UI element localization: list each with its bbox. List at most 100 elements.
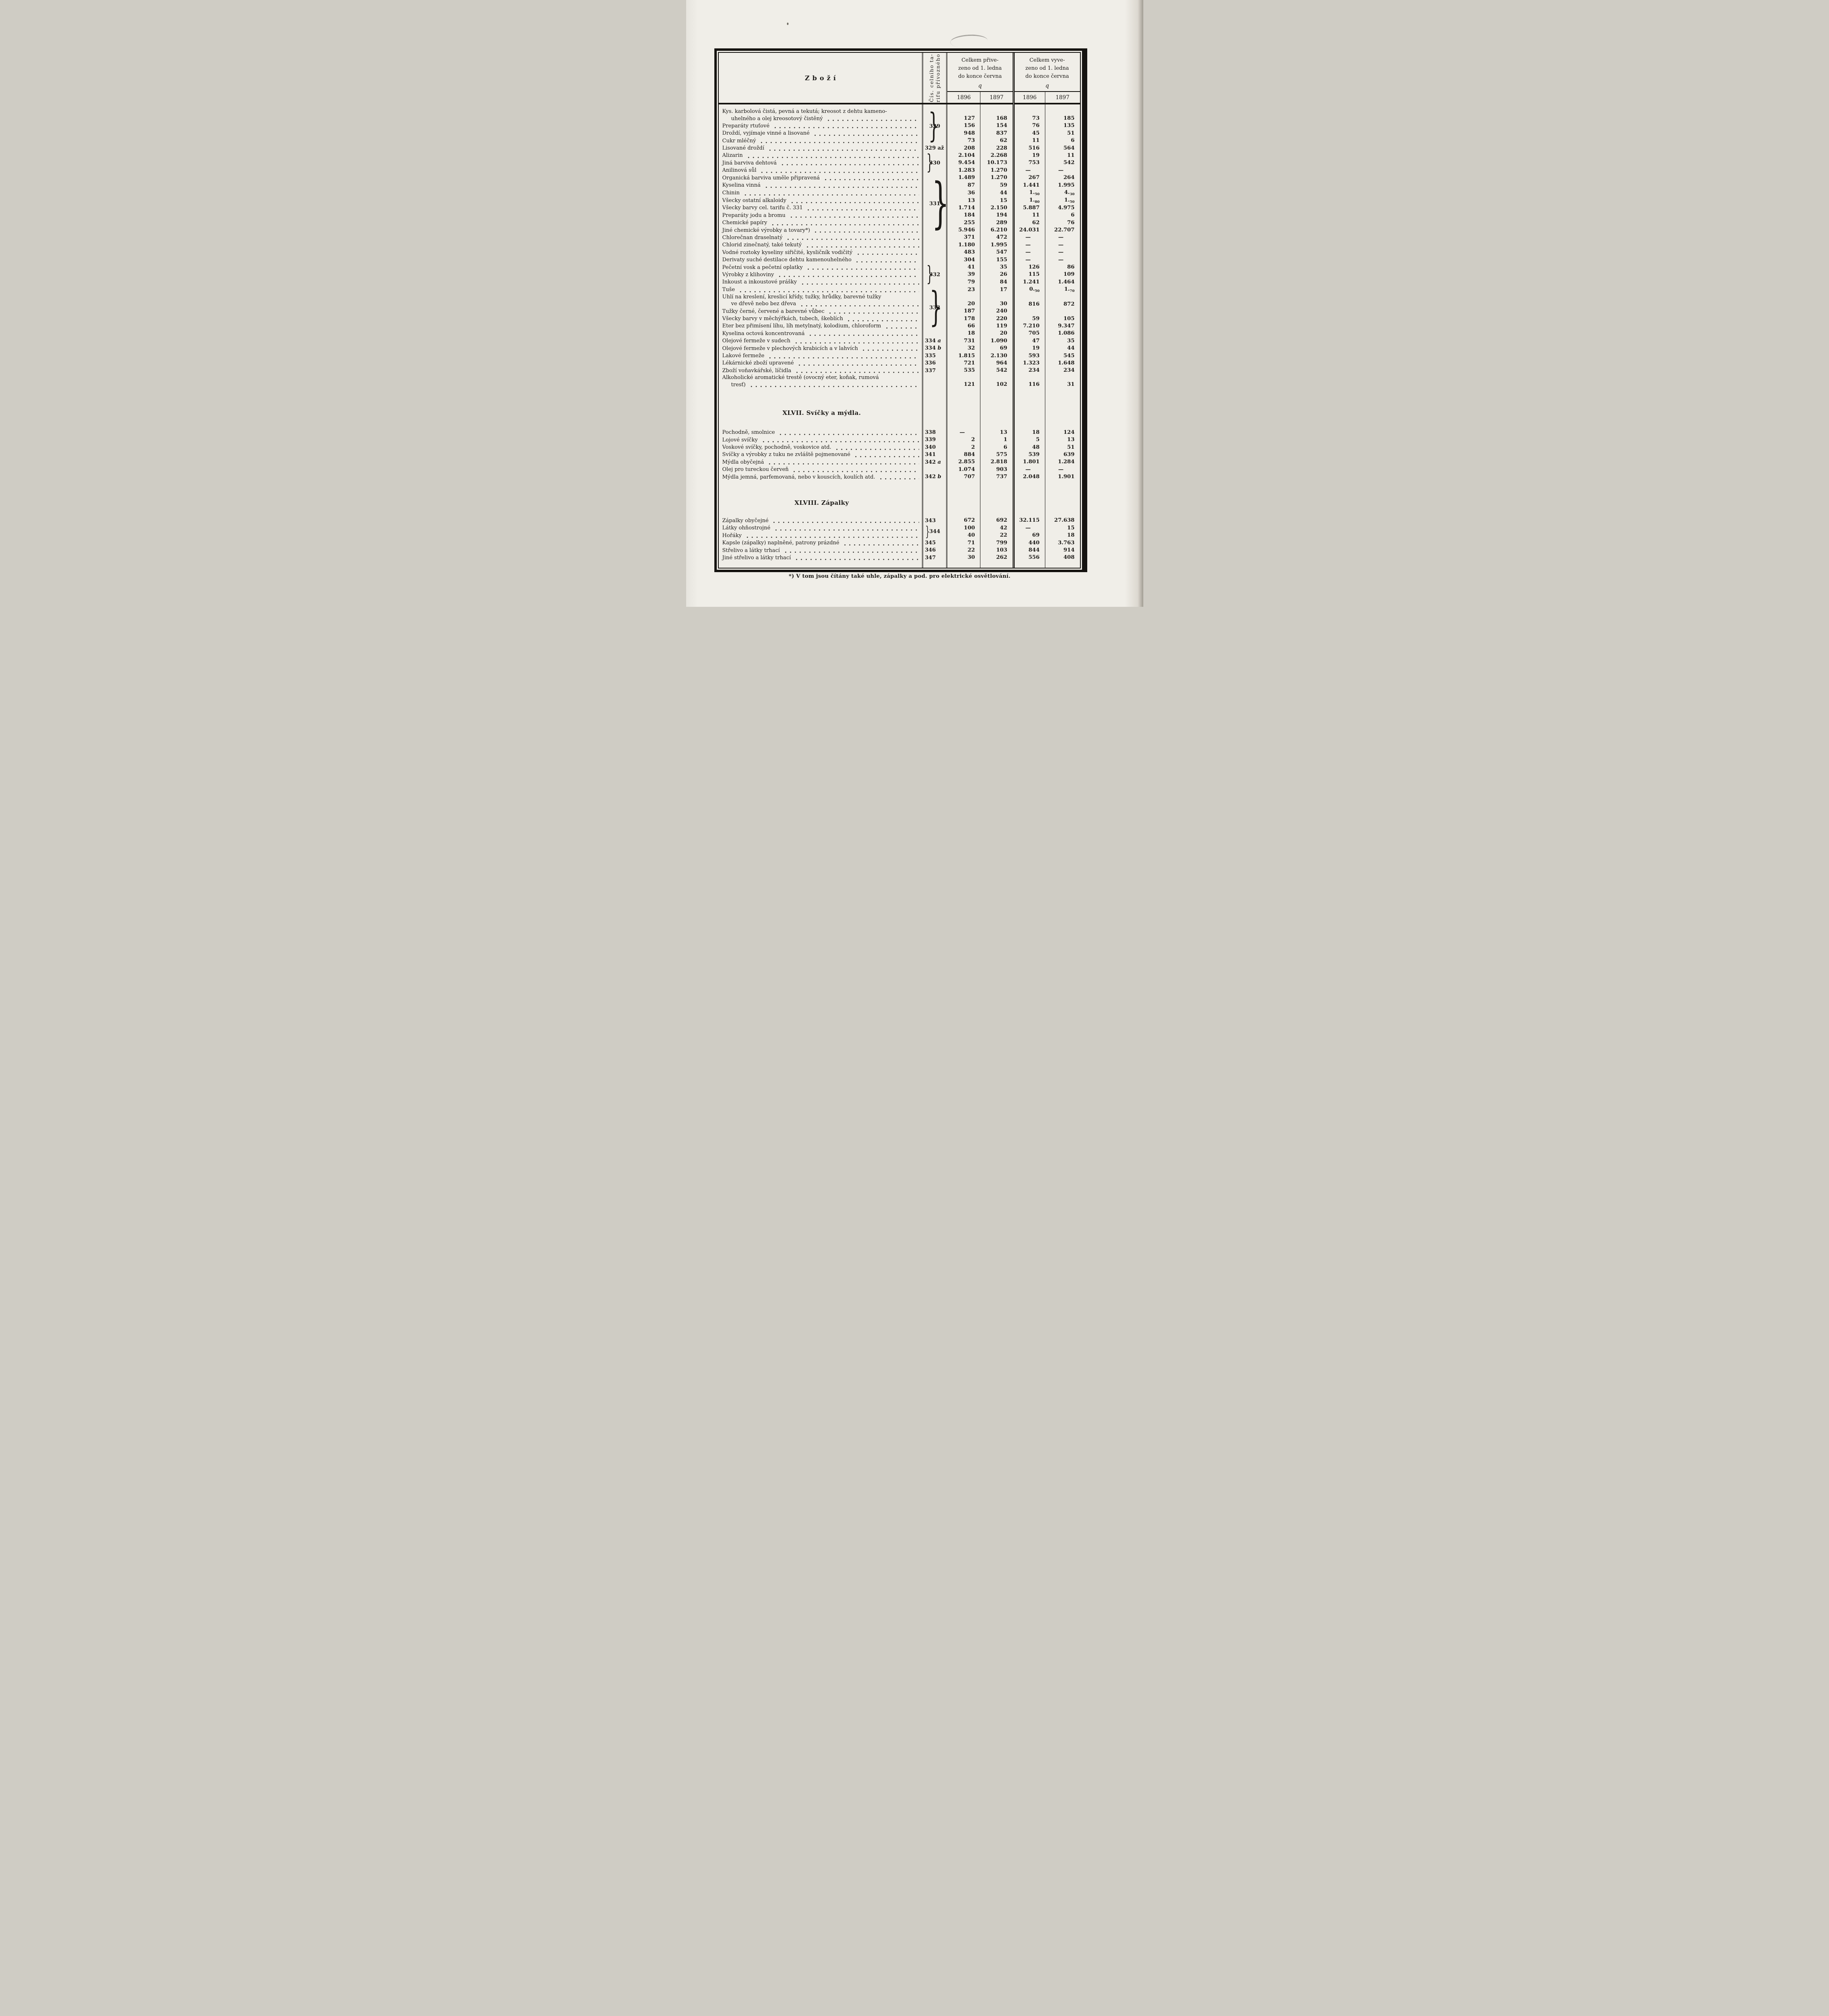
goods-label-text: Všecky barvy cel. tarifu č. 331: [722, 205, 803, 211]
value-cell: 2: [946, 436, 980, 444]
value-cell: 1.995: [1045, 181, 1080, 189]
value-cell: 184: [946, 211, 980, 219]
goods-label: Výrobky z klihoviny: [719, 271, 923, 279]
goods-label: Preparáty rtuťové: [719, 122, 923, 130]
tariff-cell: } 329: [922, 106, 947, 145]
empty-cell: [1045, 498, 1080, 508]
dot-leader: [780, 161, 920, 167]
dot-leader: [759, 139, 920, 145]
value-cell: 109: [1045, 271, 1080, 279]
table-row: Lékárnické zboží upravené 336 721 964 1.323 1…: [719, 359, 1080, 367]
table-row: Střelivo a látky trhací 346 22 103 844 914: [719, 546, 1080, 554]
spacer-cell: [1045, 481, 1080, 498]
value-cell: 5.946: [946, 226, 980, 234]
goods-label-text: Chinin: [722, 190, 740, 196]
value-cell: 20: [980, 329, 1014, 337]
value-cell: 6.210: [980, 226, 1014, 234]
table-row: Alizarin} 330 2.104 2.268 19 11: [719, 152, 1080, 174]
empty-cell: [1012, 498, 1045, 508]
goods-label: Zápalky obyčejné: [719, 517, 923, 525]
value-cell: 47: [1012, 337, 1045, 345]
value-cell: 27.638: [1045, 517, 1080, 525]
dot-leader: [806, 206, 920, 212]
tariff-number: 343: [925, 517, 936, 524]
value-cell: 872: [1045, 293, 1080, 315]
goods-label: Kapsle (zápalky) naplněné, patrony prázd…: [719, 539, 923, 547]
value-cell: 84: [980, 278, 1014, 286]
goods-label-line: Olejové fermeže v sudech: [722, 337, 922, 345]
table-row: Jiné chemické výrobky a tovary*) 5.946 6.2…: [719, 226, 1080, 234]
value-cell: 2.130: [980, 352, 1014, 360]
value-cell: —: [1012, 466, 1045, 473]
dot-leader: [778, 430, 920, 436]
goods-label: Lékárnické zboží upravené: [719, 360, 923, 367]
year-header: 1896: [1012, 92, 1045, 104]
value-cell: 1.086: [1045, 329, 1080, 337]
spacer-cell: [719, 481, 923, 498]
value-cell: 86: [1045, 263, 1080, 271]
value-cell: 41: [946, 263, 980, 271]
table-row: Tužky černé, červené a barevné vůbec 187 2…: [719, 307, 1080, 315]
value-cell: 1.270: [980, 174, 1014, 182]
goods-label-line: Pochodně, smolnice: [722, 429, 922, 436]
goods-label-text: Olejové fermeže v plechových krabicích a…: [722, 345, 858, 352]
value-cell: 2: [946, 444, 980, 451]
value-cell: 51: [1045, 444, 1080, 451]
dot-leader: [743, 191, 920, 197]
year-header: 1897: [980, 92, 1014, 104]
value-cell: 1.648: [1045, 359, 1080, 367]
goods-label-line: Olej pro tureckou červeň: [722, 466, 922, 473]
empty-cell: [1045, 408, 1080, 419]
value-cell: 69: [980, 344, 1014, 352]
table-row: Alkoholické aromatické trestě (ovocný et…: [719, 374, 1080, 389]
export-header-line: Celkem vyve-: [1029, 57, 1065, 63]
section-heading: XLVIII. Zápalky: [794, 499, 849, 507]
goods-label-text: Svíčky a výrobky z tuku ne zvláště pojme…: [722, 452, 851, 458]
dot-leader: [764, 183, 920, 189]
table-row: Inkoust a inkoustové prášky 79 84 1.241 1.46…: [719, 278, 1080, 286]
table-row: Chlorid zinečnatý, také tekutý 1.180 1.995…: [719, 241, 1080, 249]
value-cell: 692: [980, 517, 1014, 525]
table-row: Cukr mléčný 73 62 11 6: [719, 137, 1080, 145]
tariff-cell: 338: [922, 429, 947, 436]
goods-label-line: Všecky barvy v měchýřkách, tubech, škebl…: [722, 315, 922, 323]
table-row: Chlorečnan draselnatý 371 472— —: [719, 234, 1080, 242]
tariff-cell: } 330: [922, 152, 947, 174]
goods-label-text: Jiná barviva dehtová: [722, 160, 777, 166]
value-cell: 32.115: [1012, 517, 1045, 525]
value-cell: 42: [980, 524, 1014, 532]
table-row: Chinin 36 44 1.50 4.30: [719, 189, 1080, 197]
goods-label-line: Kys. karbolová čistá, pevná a tekutá; kr…: [722, 108, 922, 115]
value-cell: 59: [980, 181, 1014, 189]
value-cell: 1.995: [980, 241, 1014, 249]
spacer-cell: [946, 508, 980, 517]
value-cell: 255: [946, 219, 980, 227]
goods-label-text: Cukr mléčný: [722, 137, 756, 144]
spacer-cell: [1012, 418, 1045, 429]
goods-label: Eter bez přimísení líhu, líh metylnatý, …: [719, 323, 923, 330]
tariff-number: 345: [925, 539, 936, 546]
goods-label-line: Anilinová sůl: [722, 167, 922, 174]
empty-cell: [946, 408, 980, 419]
value-cell: 264: [1045, 174, 1080, 182]
ink-smudge-icon: [949, 33, 988, 49]
value-cell: 155: [980, 256, 1014, 264]
value-cell: 19: [1012, 344, 1045, 352]
spacer-cell: [946, 418, 980, 429]
scanned-page: Zboží Čís. celního ta- rifu přívozného C…: [686, 0, 1143, 607]
brace-icon: }: [932, 171, 949, 235]
value-cell: 187: [946, 307, 980, 315]
dot-leader: [835, 445, 920, 451]
value-cell: 62: [1012, 219, 1045, 227]
value-cell: 816: [1012, 293, 1045, 315]
dot-leader: [828, 309, 920, 315]
dot-leader: [826, 117, 920, 122]
value-cell: —: [1045, 167, 1080, 174]
goods-label-text: Zboží voňavkářské, líčidla: [722, 367, 791, 374]
brace-icon: }: [925, 523, 930, 540]
goods-label-line: Pečetní vosk a pečetní oplatky: [722, 264, 922, 271]
value-cell: 3.763: [1045, 539, 1080, 547]
value-cell: 9.347: [1045, 322, 1080, 330]
brace-icon: }: [928, 106, 939, 145]
spacer-cell: [946, 388, 980, 408]
